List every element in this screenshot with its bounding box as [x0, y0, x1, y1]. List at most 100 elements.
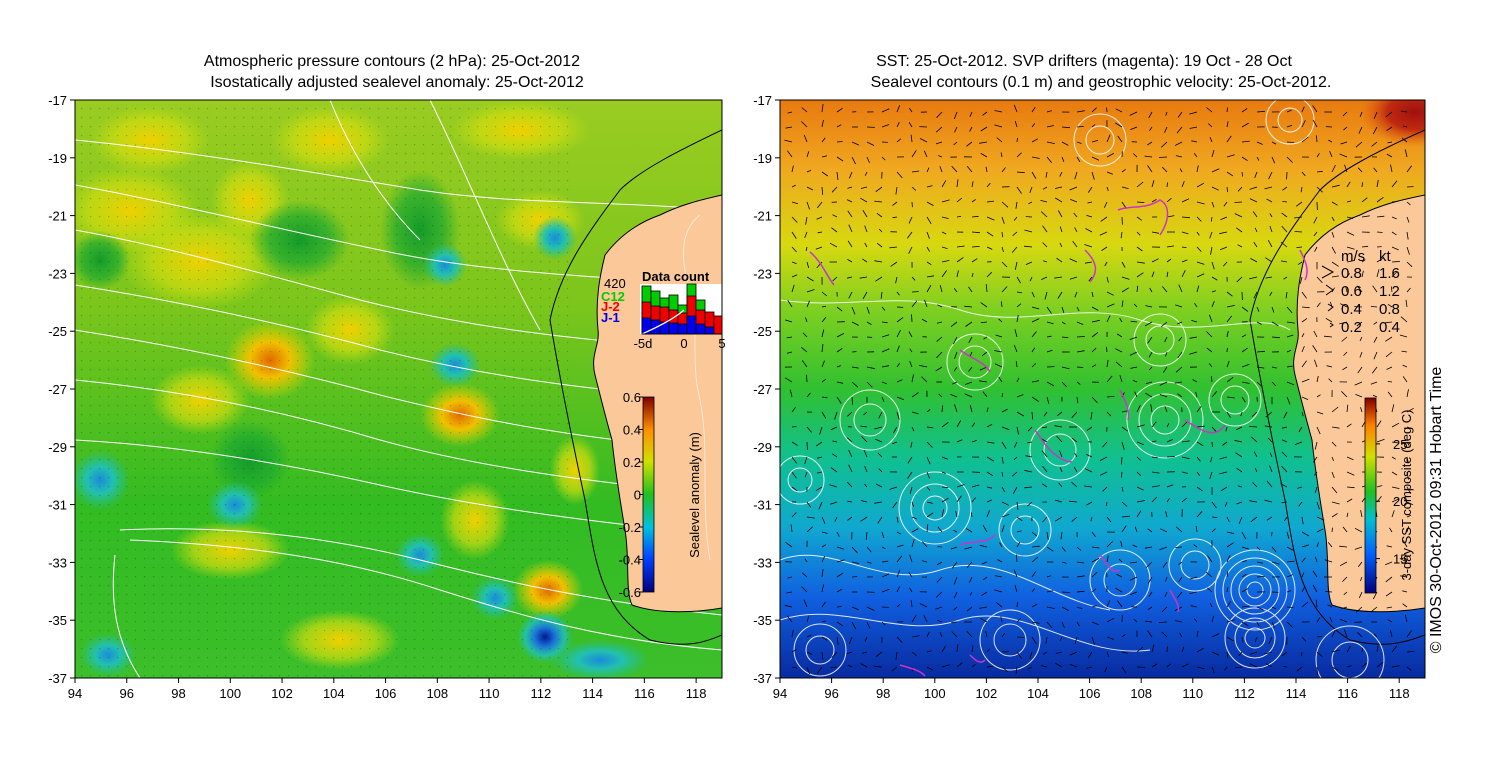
velocity-arrow: [1147, 528, 1153, 533]
velocity-arrow: [1406, 201, 1411, 206]
velocity-arrow: [1069, 276, 1078, 280]
velocity-arrow: [784, 139, 793, 143]
velocity-arrow: [1241, 636, 1244, 643]
lon-tick-label: 112: [1234, 686, 1255, 701]
velocity-arrow: [1312, 119, 1318, 128]
velocity-arrow: [1361, 647, 1363, 653]
velocity-arrow: [1301, 291, 1307, 299]
velocity-arrow: [1196, 425, 1205, 428]
velocity-legend-ms-0: 0.8: [1341, 265, 1362, 282]
velocity-arrow: [1136, 666, 1145, 668]
velocity-arrow: [1056, 435, 1063, 443]
velocity-arrow: [971, 497, 976, 503]
velocity-arrow: [1282, 426, 1288, 429]
velocity-arrow: [998, 318, 1003, 323]
velocity-arrow: [911, 150, 917, 158]
velocity-arrow: [1402, 590, 1408, 593]
velocity-arrow: [1164, 336, 1168, 343]
velocity-arrow: [1166, 245, 1175, 248]
velocity-arrow: [1016, 377, 1020, 383]
velocity-arrow: [1090, 516, 1093, 522]
velocity-arrow: [848, 224, 853, 233]
right-map: [780, 100, 1425, 678]
velocity-arrow: [786, 336, 793, 339]
velocity-arrow: [1226, 121, 1229, 128]
velocity-arrow: [1091, 546, 1100, 549]
velocity-arrow: [1031, 588, 1036, 593]
velocity-arrow: [1016, 186, 1022, 194]
velocity-arrow: [1001, 525, 1005, 533]
velocity-arrow: [941, 270, 947, 278]
velocity-arrow: [926, 231, 930, 239]
velocity-arrow: [964, 381, 973, 385]
velocity-arrow: [1356, 321, 1363, 327]
velocity-arrow: [908, 331, 913, 338]
velocity-arrow: [1346, 512, 1349, 518]
velocity-arrow: [1055, 186, 1063, 189]
velocity-arrow: [1240, 411, 1243, 417]
velocity-arrow: [791, 512, 797, 518]
velocity-arrow: [1130, 366, 1138, 369]
velocity-arrow: [1121, 666, 1127, 674]
velocity-arrow: [881, 381, 887, 385]
velocity-arrow: [1016, 618, 1022, 623]
velocity-arrow: [877, 452, 883, 458]
velocity-arrow: [907, 456, 913, 464]
velocity-arrow: [1061, 336, 1069, 339]
velocity-arrow: [921, 318, 928, 323]
velocity-arrow: [1046, 396, 1050, 404]
velocity-arrow: [1226, 376, 1234, 383]
velocity-arrow: [1406, 287, 1411, 293]
velocity-arrow: [1370, 606, 1378, 613]
velocity-arrow: [908, 216, 913, 224]
velocity-arrow: [1331, 527, 1333, 533]
lon-tick-label: 106: [375, 686, 397, 701]
velocity-arrow: [1061, 156, 1065, 163]
velocity-arrow: [1286, 109, 1292, 113]
velocity-arrow: [1211, 615, 1215, 623]
velocity-arrow: [1045, 636, 1048, 644]
velocity-legend-kt-2: 0.8: [1379, 301, 1400, 318]
velocity-arrow: [1281, 651, 1288, 657]
velocity-arrow: [1301, 601, 1309, 608]
velocity-arrow: [1219, 246, 1228, 251]
velocity-arrow: [1219, 456, 1228, 460]
velocity-arrow: [1360, 576, 1363, 582]
velocity-arrow: [985, 284, 988, 293]
velocity-arrow: [1071, 481, 1078, 488]
velocity-arrow: [1178, 561, 1183, 566]
velocity-arrow: [896, 317, 904, 323]
velocity-arrow: [881, 108, 890, 113]
velocity-arrow: [1331, 406, 1339, 413]
velocity-arrow: [816, 666, 823, 674]
velocity-arrow: [986, 471, 994, 477]
velocity-arrow: [1134, 391, 1138, 398]
velocity-arrow: [874, 665, 883, 668]
velocity-arrow: [1166, 182, 1168, 188]
velocity-arrow: [836, 588, 843, 593]
velocity-arrow: [1086, 215, 1093, 218]
velocity-arrow: [1046, 575, 1052, 578]
velocity-arrow: [1256, 561, 1263, 564]
velocity-arrow: [881, 546, 886, 550]
velocity-arrow: [1099, 456, 1108, 461]
velocity-arrow: [1241, 306, 1249, 312]
velocity-arrow: [1145, 305, 1153, 308]
velocity-arrow: [860, 663, 868, 668]
velocity-arrow: [896, 586, 901, 593]
velocity-arrow: [846, 651, 853, 655]
velocity-arrow: [1013, 216, 1018, 221]
velocity-arrow: [1241, 334, 1247, 338]
velocity-arrow: [1001, 167, 1006, 173]
velocity-arrow: [1211, 516, 1218, 518]
velocity-arrow: [1237, 244, 1243, 248]
velocity-arrow: [785, 541, 793, 548]
velocity-arrow: [866, 621, 871, 629]
lat-tick-label: -35: [753, 613, 772, 628]
velocity-arrow: [836, 141, 843, 143]
velocity-arrow: [892, 216, 898, 219]
velocity-arrow: [1256, 546, 1261, 551]
velocity-arrow: [926, 275, 935, 278]
velocity-arrow: [1014, 585, 1018, 593]
velocity-arrow: [1074, 636, 1078, 644]
